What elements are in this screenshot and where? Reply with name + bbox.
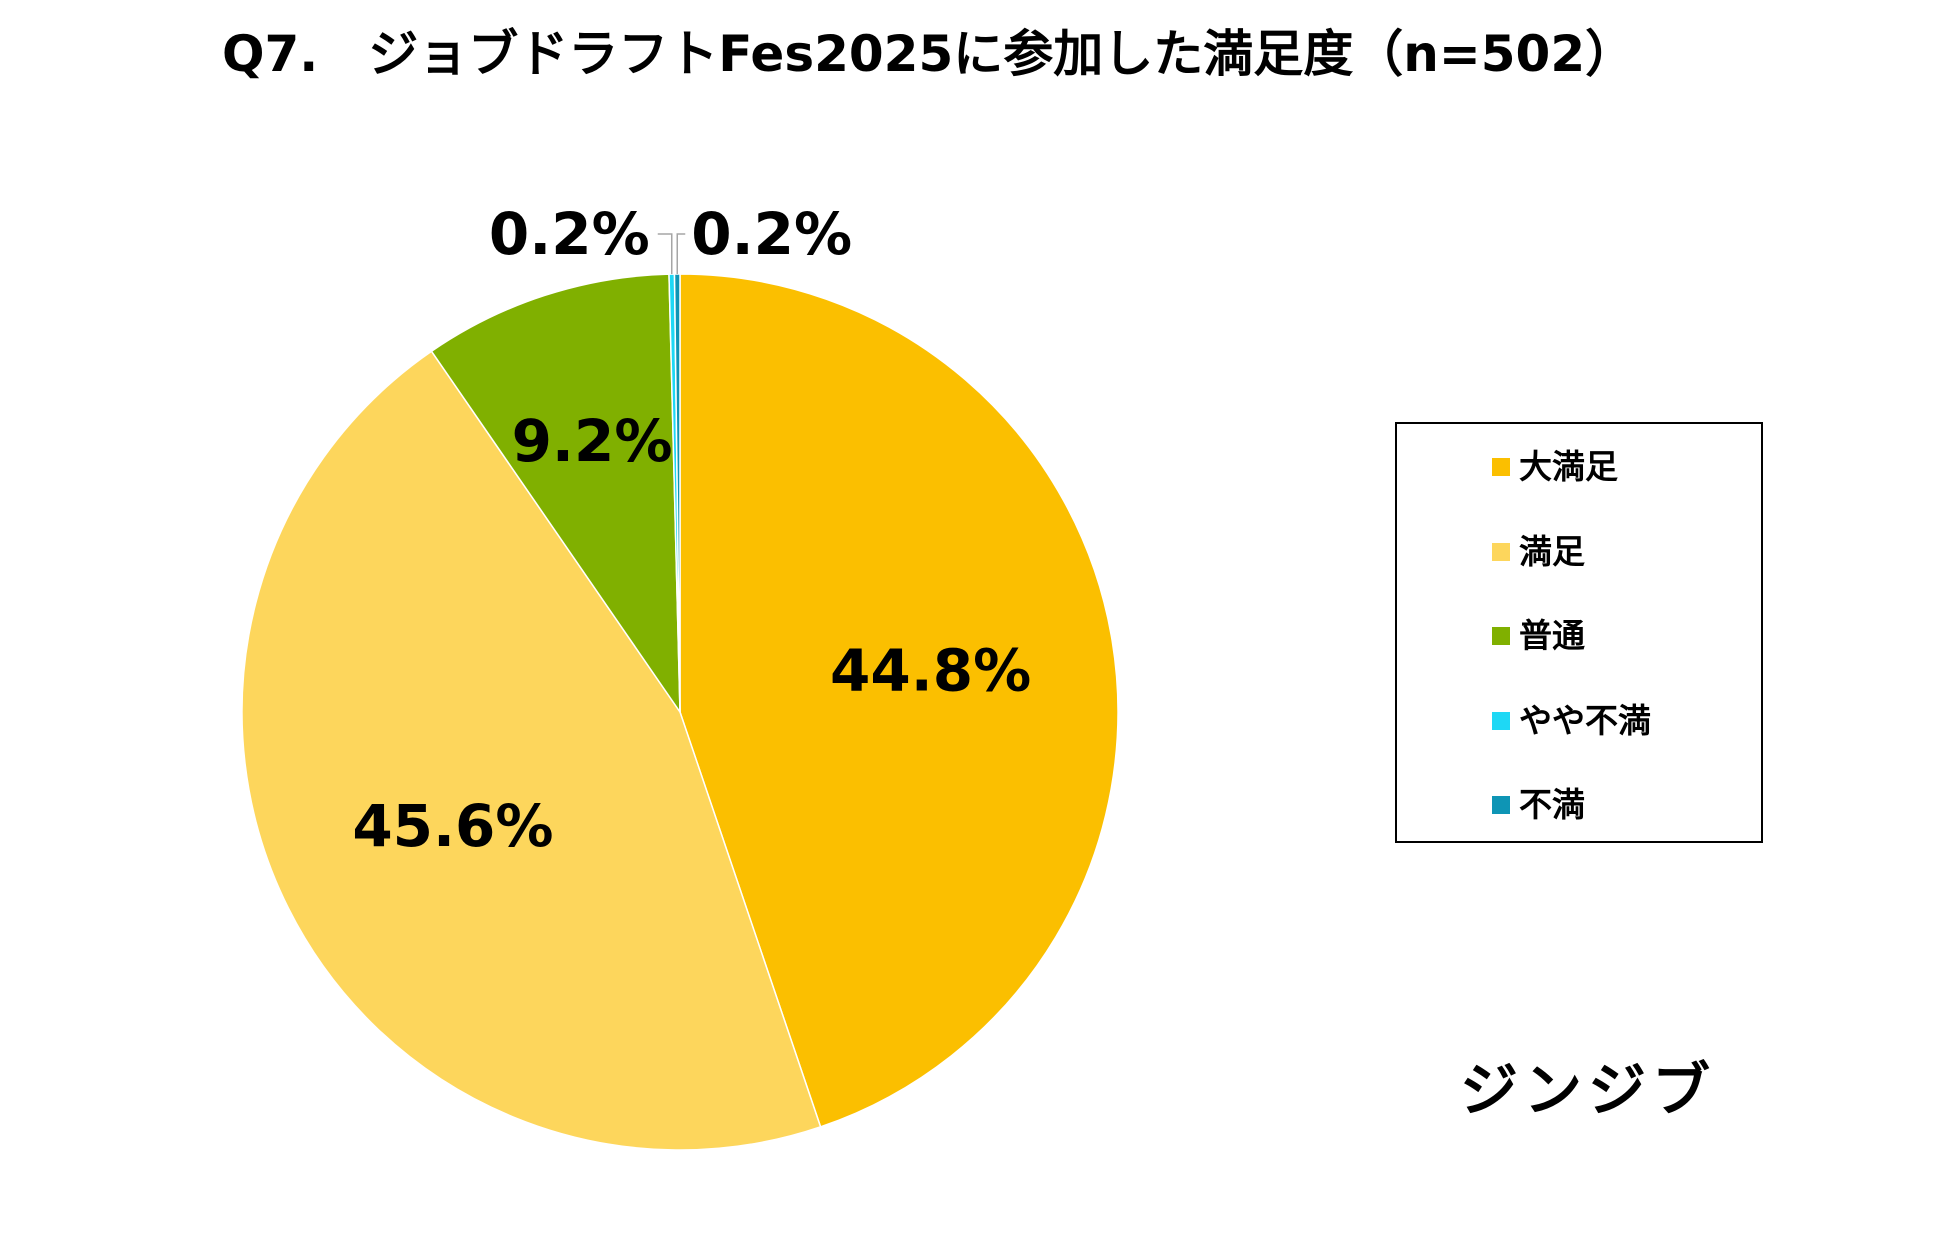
legend-item-fuman: 不満 [1492, 785, 1585, 825]
data-label-futsu: 9.2% [512, 407, 673, 475]
legend-label: 普通 [1519, 616, 1585, 655]
pie-slice-fuman [673, 273, 681, 713]
legend-item-dai-manzoku: 大満足 [1492, 447, 1618, 487]
legend-swatch [1492, 627, 1510, 645]
legend-label: 満足 [1519, 532, 1585, 571]
chart-title: Q7. ジョブドラフトFes2025に参加した満足度（n=502） [222, 25, 1636, 83]
legend-swatch [1492, 543, 1510, 561]
pie-slice-manzoku [241, 350, 822, 1151]
leader-line-fuman [676, 233, 686, 275]
legend-swatch [1492, 458, 1510, 476]
data-label-manzoku: 45.6% [352, 792, 553, 860]
legend-label: 不満 [1519, 785, 1585, 824]
leader-line-yaya-fuman [657, 233, 673, 275]
legend-item-yaya-fuman: やや不満 [1492, 701, 1651, 741]
data-label-dai-manzoku: 44.8% [830, 637, 1031, 705]
legend-label: やや不満 [1519, 701, 1651, 740]
pie-slice-futsu [430, 273, 681, 715]
data-label-yaya-fuman: 0.2% [489, 200, 650, 268]
legend-item-manzoku: 満足 [1492, 532, 1585, 572]
leader-lines [657, 233, 686, 275]
legend-label: 大満足 [1519, 447, 1618, 486]
pie-slice-dai-manzoku [679, 273, 1119, 1128]
data-labels: 44.8% 45.6% 9.2% 0.2% 0.2% [352, 200, 1031, 860]
pie-slices [241, 273, 1119, 1151]
data-label-fuman: 0.2% [691, 200, 852, 268]
legend: 大満足 満足 普通 やや不満 不満 [1395, 422, 1763, 843]
legend-swatch [1492, 796, 1510, 814]
brand-logo: ジンジブ [1460, 1056, 1717, 1124]
legend-item-futsu: 普通 [1492, 616, 1585, 656]
legend-swatch [1492, 712, 1510, 730]
